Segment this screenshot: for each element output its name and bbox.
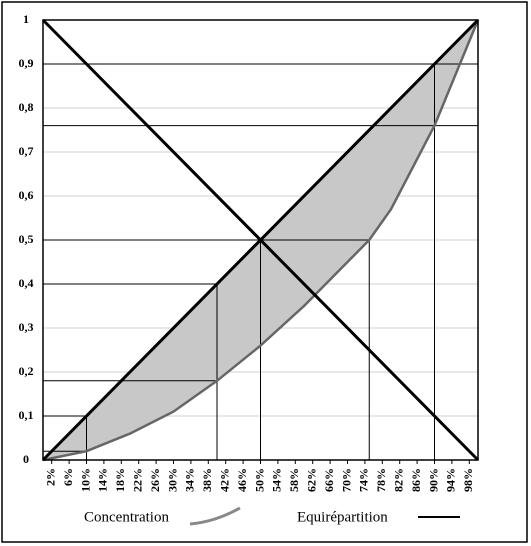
x-tick-label: 94% [444,468,458,492]
x-tick-label: 98% [461,468,475,492]
y-tick-label: 0,7 [19,144,34,158]
x-tick-label: 82% [391,468,405,492]
x-tick-label: 62% [304,468,318,492]
y-tick-label: 1 [23,12,29,26]
x-tick-label: 78% [374,468,388,492]
y-tick-label: 0,1 [19,408,34,422]
y-tick-label: 0 [23,452,29,466]
x-tick-label: 22% [130,468,144,492]
x-tick-label: 70% [339,468,353,492]
legend-swatch [189,506,241,526]
x-tick-label: 50% [252,468,266,492]
x-tick-label: 30% [165,468,179,492]
x-tick-label: 54% [270,468,284,492]
y-tick-label: 0,4 [19,276,34,290]
x-tick-label: 6% [61,468,75,486]
x-tick-label: 58% [287,468,301,492]
y-tick-label: 0,5 [19,232,34,246]
x-tick-label: 2% [43,468,57,486]
series-line [41,18,480,462]
plot: 0 0,1 0,2 0,3 0,4 0,5 0,6 0,7 0,8 0,9 1 2% 6% 10% 14% 1… [19,12,480,492]
y-tick-label: 0,8 [19,100,34,114]
x-tick-label: 66% [322,468,336,492]
x-tick-label: 26% [148,468,162,492]
legend-label: Equirépartition [297,509,388,525]
x-tick-label: 46% [235,468,249,492]
y-tick-label: 0,6 [19,188,34,202]
x-tick-label: 14% [96,468,110,492]
series-line [42,19,480,462]
x-tick-label: 10% [78,468,92,492]
x-tick-label: 90% [426,468,440,492]
legend-label: Concentration [84,509,169,525]
x-tick-label: 74% [357,468,371,492]
x-tick-label: 86% [409,468,423,492]
x-tick-label: 42% [217,468,231,492]
x-tick-label: 34% [183,468,197,492]
y-tick-label: 0,9 [19,56,34,70]
y-tick-label: 0,2 [19,364,34,378]
x-tick-label: 18% [113,468,127,492]
y-tick-label: 0,3 [19,320,34,334]
x-tick-label: 38% [200,468,214,492]
